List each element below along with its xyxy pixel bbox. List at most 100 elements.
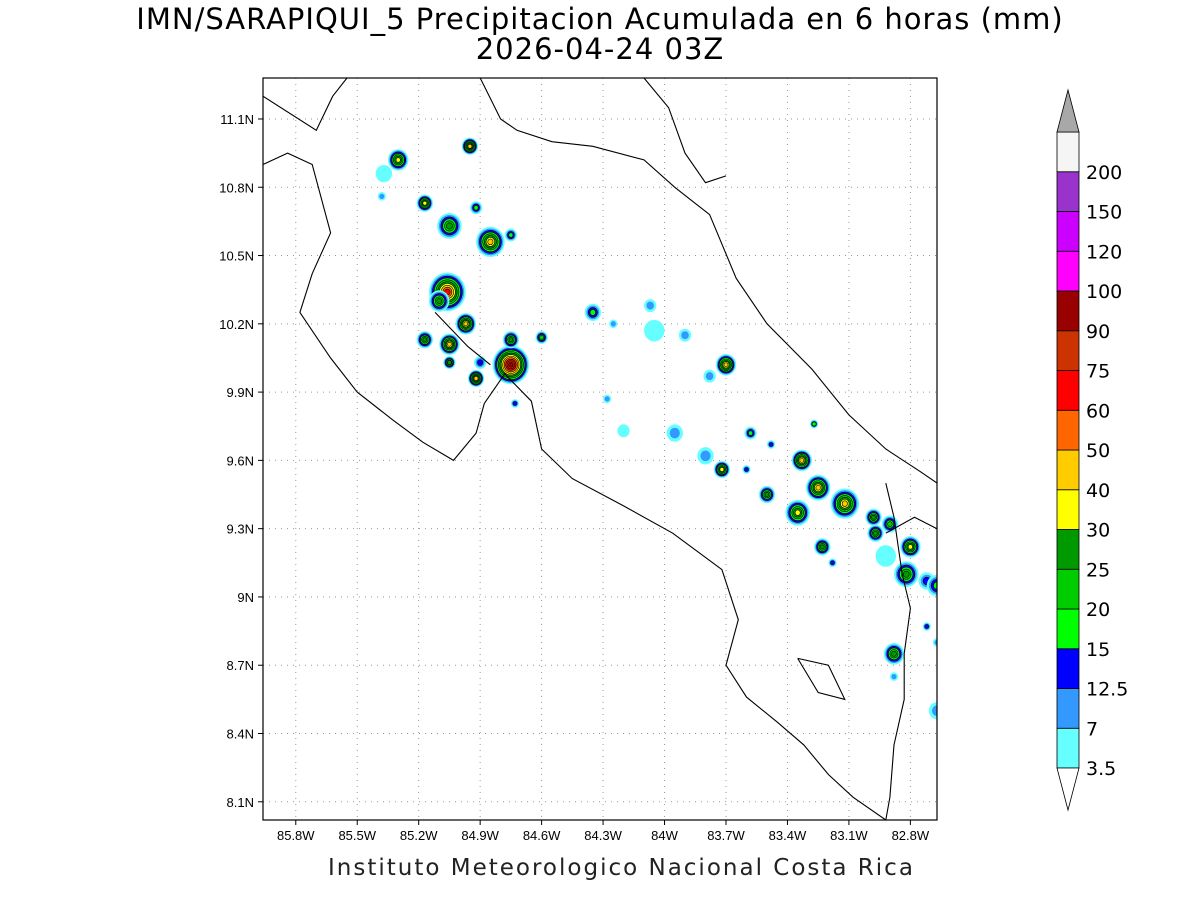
rain-cell [715,353,737,376]
rain-contour [467,143,473,149]
rain-cell [875,545,897,567]
rain-contour [902,570,910,578]
rain-contour [871,514,876,520]
rain-contour [604,396,610,402]
rain-cell [932,638,937,647]
colorbar-level-label: 20 [1086,599,1110,621]
rain-cell [805,474,831,501]
rain-cell [785,499,810,526]
rain-contour [748,430,754,436]
rain-cell [535,330,548,344]
rain-contour [379,193,385,200]
colorbar-legend: 3.5 7 12.5 15 20 25 30 40 50 60 75 90 100 120 150 200 [1056,88,1128,812]
plot-area [263,78,937,820]
colorbar-under-arrow [1056,767,1080,812]
coastline [263,152,887,820]
rain-contour [669,427,680,439]
colorbar-level-label: 200 [1086,162,1122,184]
colorbar-level-label: 25 [1086,559,1110,581]
rain-contour [487,238,494,245]
rain-cell [744,426,757,440]
rain-cell [416,331,434,349]
precipitation-field [375,137,937,720]
rain-cell [476,226,505,258]
rain-cell [416,194,434,212]
rain-contour [589,309,596,316]
rain-cell [377,192,386,201]
graticule [263,78,937,820]
colorbar-level-label: 100 [1086,281,1122,303]
rain-contour [873,530,878,536]
rain-contour [891,673,897,680]
rain-cell [697,447,714,465]
rain-cell [830,488,860,519]
rain-contour [508,232,514,238]
rain-cell [439,333,460,356]
lon-tick-label: 84.9W [461,828,499,843]
colorbar-level-label: 50 [1086,440,1110,462]
rain-contour [887,521,893,527]
rain-contour [473,376,479,381]
rain-cell [893,561,919,588]
rain-cell [926,574,937,597]
lat-tick-label: 8.4N [227,727,254,742]
colorbar-swatch [1056,688,1080,729]
rain-contour [463,321,469,327]
map-timestamp: 2026-04-24 03Z [475,32,725,66]
rain-contour [512,401,518,406]
rain-contour [508,337,514,343]
footer-credit: Instituto Meteorologico Nacional Costa R… [328,855,915,881]
rain-contour [934,639,937,646]
rain-cell [900,536,921,558]
rain-cell [666,424,683,442]
colorbar-level-label: 60 [1086,400,1110,422]
rain-cell [922,622,931,631]
rain-contour [508,362,514,368]
colorbar-level-label: 75 [1086,361,1110,383]
rain-contour [422,337,428,343]
lat-tick-label: 11.1N [220,112,254,127]
lon-tick-label: 84.6W [523,828,561,843]
coastline [885,516,937,534]
rain-cell [678,328,692,342]
rain-cell [461,137,479,155]
rain-contour [794,509,801,516]
rain-contour [811,421,817,427]
rain-cell [428,290,450,312]
rain-contour [446,222,453,230]
rain-contour [646,301,654,310]
colorbar-level-label: 120 [1086,241,1122,263]
coastline [434,312,491,366]
rain-cell [889,672,899,681]
rain-cell [609,319,618,329]
rain-contour [539,335,544,340]
colorbar-swatch [1056,608,1080,650]
rain-contour [841,500,848,507]
rain-cell [469,201,483,215]
lon-tick-label: 83.7W [707,828,745,843]
rain-cell [644,299,657,313]
coastline [263,78,348,132]
rain-cell [644,319,665,342]
rain-cell [865,508,882,526]
longitude-axis: 85.8W 85.5W 85.2W 84.9W 84.6W 84.3W 84W 83.7W 83… [277,820,930,843]
colorbar-level-label: 15 [1086,639,1110,661]
rain-cell [474,356,487,369]
colorbar-swatch [1056,529,1080,570]
rain-contour [477,359,484,366]
lon-tick-label: 84.3W [584,828,622,843]
rain-cell [883,643,905,665]
rain-contour [815,484,821,491]
lon-tick-label: 85.8W [277,828,315,843]
colorbar-swatch [1056,727,1080,769]
colorbar-swatch [1056,409,1080,451]
rain-cell [510,399,520,408]
rain-cell [742,465,751,474]
rain-contour [875,545,897,567]
colorbar-swatch [1056,449,1080,491]
rain-cell [443,356,456,369]
lat-tick-label: 8.1N [227,795,254,810]
rain-contour [447,341,452,347]
rain-cell [928,702,937,720]
lat-tick-label: 9.6N [227,453,254,468]
